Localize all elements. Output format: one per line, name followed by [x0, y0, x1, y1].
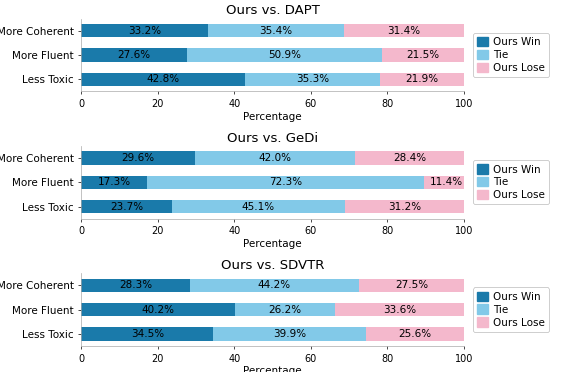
Bar: [172, 200, 345, 213]
Bar: [344, 24, 464, 38]
Bar: [380, 73, 464, 86]
Text: 21.9%: 21.9%: [405, 74, 438, 84]
Text: 42.8%: 42.8%: [147, 74, 180, 84]
Text: 33.6%: 33.6%: [383, 305, 416, 315]
Bar: [194, 151, 356, 165]
Bar: [190, 279, 358, 292]
Text: 11.4%: 11.4%: [429, 177, 463, 187]
Bar: [81, 48, 187, 62]
Bar: [208, 24, 344, 38]
Text: 35.4%: 35.4%: [259, 26, 292, 36]
Text: 31.4%: 31.4%: [387, 26, 420, 36]
Text: 34.5%: 34.5%: [130, 329, 164, 339]
Text: 31.2%: 31.2%: [387, 202, 421, 212]
Bar: [366, 327, 464, 340]
Bar: [424, 176, 468, 189]
Text: 44.2%: 44.2%: [258, 280, 291, 290]
Text: 35.3%: 35.3%: [296, 74, 329, 84]
Bar: [81, 200, 172, 213]
Bar: [356, 151, 464, 165]
Bar: [358, 279, 464, 292]
Title: Ours vs. DAPT: Ours vs. DAPT: [226, 4, 320, 17]
Bar: [81, 151, 194, 165]
Legend: Ours Win, Tie, Ours Lose: Ours Win, Tie, Ours Lose: [473, 288, 549, 332]
Bar: [81, 327, 213, 340]
X-axis label: Percentage: Percentage: [243, 112, 302, 122]
Bar: [245, 73, 380, 86]
X-axis label: Percentage: Percentage: [243, 366, 302, 372]
Text: 29.6%: 29.6%: [121, 153, 154, 163]
Text: 50.9%: 50.9%: [268, 50, 301, 60]
Title: Ours vs. GeDi: Ours vs. GeDi: [227, 132, 318, 145]
Bar: [81, 303, 235, 316]
Bar: [382, 48, 464, 62]
Title: Ours vs. SDVTR: Ours vs. SDVTR: [221, 259, 324, 272]
Text: 42.0%: 42.0%: [259, 153, 291, 163]
Text: 39.9%: 39.9%: [273, 329, 306, 339]
Bar: [213, 327, 366, 340]
Bar: [81, 73, 245, 86]
Text: 33.2%: 33.2%: [128, 26, 161, 36]
Bar: [335, 303, 464, 316]
Text: 72.3%: 72.3%: [269, 177, 302, 187]
Bar: [147, 176, 424, 189]
Text: 25.6%: 25.6%: [398, 329, 432, 339]
Text: 21.5%: 21.5%: [406, 50, 440, 60]
Text: 23.7%: 23.7%: [110, 202, 143, 212]
Bar: [187, 48, 382, 62]
Bar: [81, 176, 147, 189]
Text: 27.5%: 27.5%: [395, 280, 428, 290]
Text: 45.1%: 45.1%: [242, 202, 275, 212]
Bar: [81, 279, 190, 292]
Bar: [345, 200, 464, 213]
Text: 17.3%: 17.3%: [98, 177, 131, 187]
Legend: Ours Win, Tie, Ours Lose: Ours Win, Tie, Ours Lose: [473, 33, 549, 77]
Legend: Ours Win, Tie, Ours Lose: Ours Win, Tie, Ours Lose: [473, 160, 549, 204]
Bar: [235, 303, 335, 316]
Text: 28.4%: 28.4%: [393, 153, 426, 163]
Text: 26.2%: 26.2%: [269, 305, 302, 315]
Text: 27.6%: 27.6%: [118, 50, 151, 60]
Text: 40.2%: 40.2%: [142, 305, 175, 315]
Text: 28.3%: 28.3%: [119, 280, 152, 290]
X-axis label: Percentage: Percentage: [243, 239, 302, 249]
Bar: [81, 24, 208, 38]
